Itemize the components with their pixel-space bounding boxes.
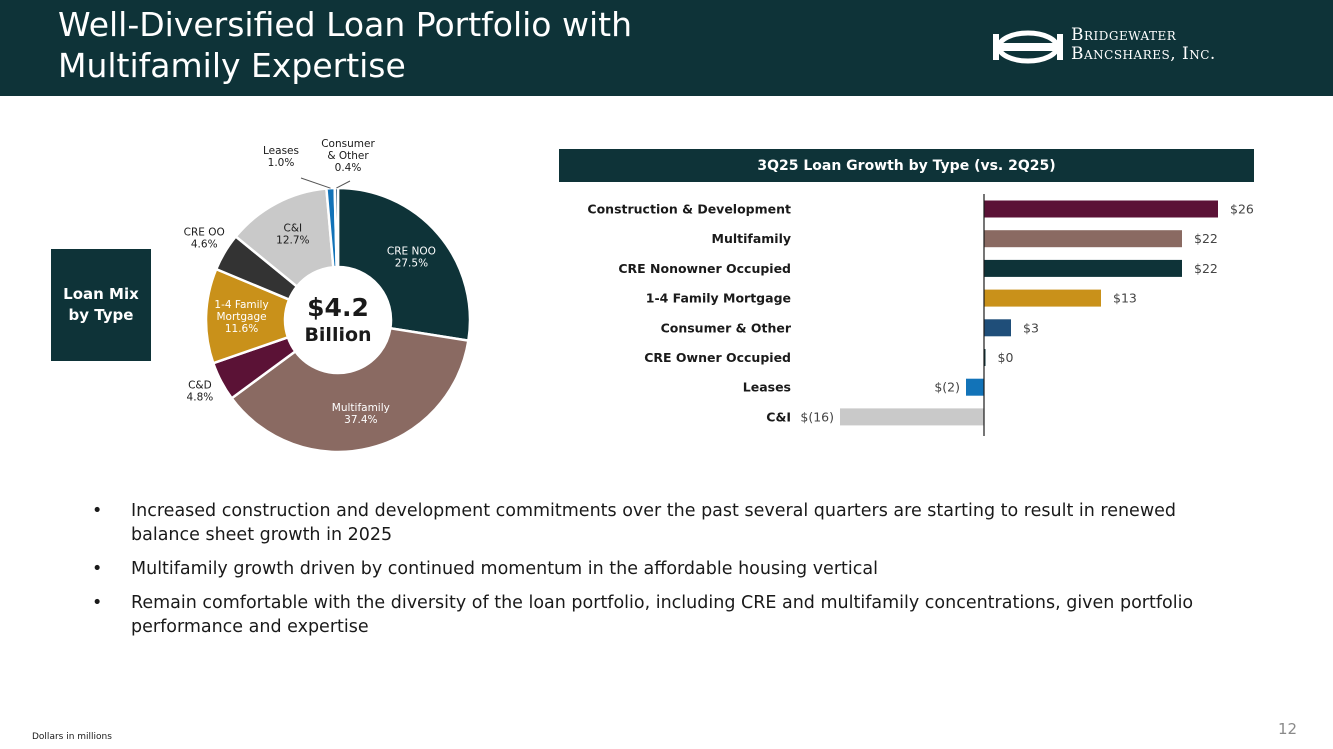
loan-mix-label-line-1: Loan Mix (63, 285, 139, 303)
pie-label-leases: Leases 1.0% (263, 145, 299, 169)
bar-category-label: Multifamily (712, 231, 792, 246)
page-title-line-2: Multifamily Expertise (58, 46, 406, 85)
header-bar: Well-Diversified Loan Portfolio with Mul… (0, 0, 1333, 96)
bullet-item: Increased construction and development c… (90, 499, 1240, 547)
bar-value-label: $26 (1230, 202, 1254, 217)
loan-mix-label-box: Loan Mix by Type (51, 249, 151, 361)
bar-value-label: $22 (1194, 261, 1218, 276)
bar-category-label: C&I (766, 409, 791, 424)
bullet-list: Increased construction and development c… (90, 499, 1240, 649)
bar-value-label: $22 (1194, 231, 1218, 246)
bar-value-label: $(16) (800, 409, 834, 424)
loan-mix-label-line-2: by Type (68, 306, 134, 324)
pie-slice-multifamily (229, 326, 470, 454)
bar-value-label: $13 (1113, 291, 1137, 306)
bar-cre-owner-occupied (984, 349, 986, 366)
pie-leader-line-leases (300, 177, 331, 189)
donut-center (286, 268, 390, 372)
bridge-logo-icon (993, 30, 1063, 64)
pie-slice-consumer-other (333, 186, 340, 269)
company-logo: Bridgewater Bancshares, Inc. (993, 26, 1283, 68)
bar-cre-nonowner-occupied (984, 259, 1182, 277)
pie-label-c-d: C&D 4.8% (187, 380, 214, 404)
page-title: Well-Diversified Loan Portfolio with Mul… (58, 4, 878, 86)
bullet-item: Multifamily growth driven by continued m… (90, 557, 1240, 581)
bar-value-label: $0 (998, 350, 1014, 365)
bar-1-4-family-mortgage (984, 289, 1101, 307)
bar-value-label: $(2) (934, 380, 960, 395)
pie-label-cre-oo: CRE OO 4.6% (184, 227, 225, 251)
logo-wordmark: Bridgewater Bancshares, Inc. (1071, 26, 1216, 64)
bar-category-label: 1-4 Family Mortgage (646, 291, 791, 306)
footnote: Dollars in millions (32, 732, 112, 742)
donut-center-value: $4.2 (307, 293, 369, 322)
bar-c-i (840, 408, 984, 426)
pie-label-multifamily: Multifamily 37.4% (332, 402, 390, 426)
bar-chart-title: 3Q25 Loan Growth by Type (vs. 2Q25) (559, 149, 1254, 182)
donut-center-label: Billion (304, 324, 371, 346)
page-number: 12 (1278, 720, 1298, 738)
bar-leases (966, 378, 984, 396)
bar-category-label: CRE Nonowner Occupied (618, 261, 791, 276)
bar-category-label: CRE Owner Occupied (644, 350, 791, 365)
bar-category-label: Construction & Development (587, 202, 791, 217)
bar-multifamily (984, 230, 1182, 248)
bar-value-label: $3 (1023, 320, 1039, 335)
pie-label-c-i: C&I 12.7% (276, 223, 309, 247)
loan-mix-donut-chart: CRE NOO 27.5% Multifamily 37.4% C&D 4.8% 1-4 F… (184, 138, 472, 454)
pie-slice-cre-noo (336, 186, 472, 343)
page-title-line-1: Well-Diversified Loan Portfolio with (58, 5, 632, 44)
bar-category-label: Leases (743, 380, 791, 395)
bar-construction-development (984, 200, 1218, 218)
pie-label-cre-noo: CRE NOO 27.5% (387, 245, 436, 269)
pie-slice-c-i (234, 187, 335, 289)
bullet-item: Remain comfortable with the diversity of… (90, 591, 1240, 639)
logo-line-2: Bancshares, Inc. (1071, 44, 1216, 64)
logo-line-1: Bridgewater (1071, 25, 1177, 45)
loan-growth-bar-chart: Construction & Development $26 Multifamily… (587, 194, 1254, 436)
pie-label-1-4-family-mortgage: 1-4 Family Mortgage 11.6% (214, 299, 268, 335)
bar-category-label: Consumer & Other (661, 320, 792, 335)
pie-leader-line-consumer-other (336, 180, 351, 189)
pie-label-consumer-other: Consumer & Other 0.4% (321, 138, 375, 174)
bar-consumer-other (984, 319, 1011, 337)
